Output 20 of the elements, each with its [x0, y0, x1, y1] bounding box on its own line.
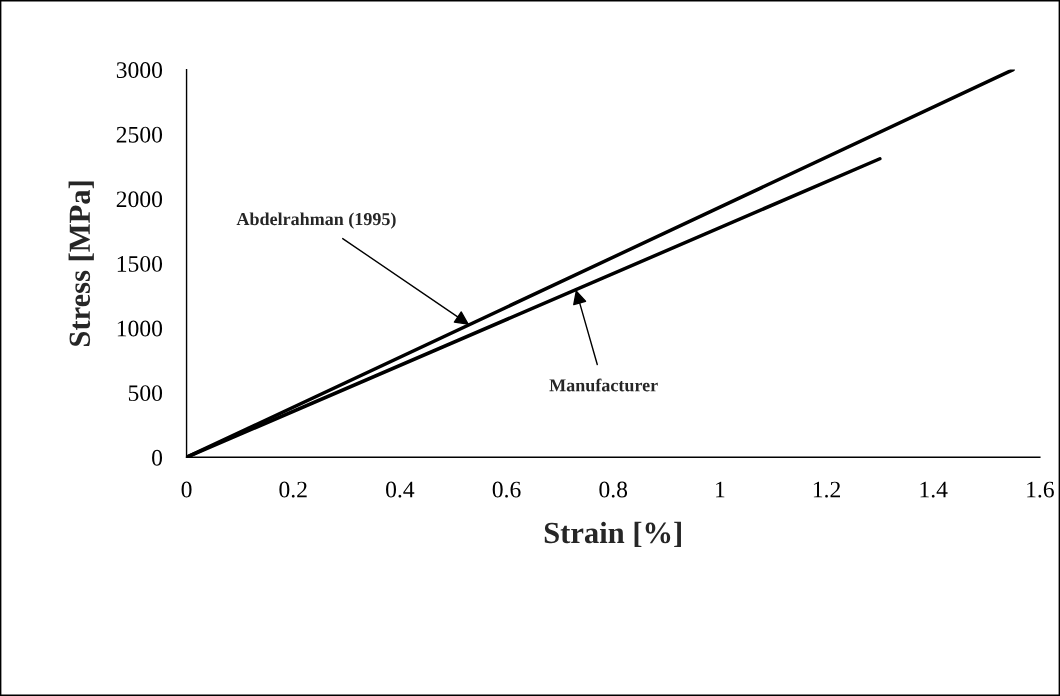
x-axis-title: Strain [%] [544, 521, 681, 548]
x-tick-label: 0.8 [599, 481, 628, 498]
y-tick-label: 1000 [117, 320, 163, 337]
annotation: Abdelrahman (1995) [236, 212, 396, 229]
x-tick-label: 1.6 [1027, 481, 1054, 498]
annotation: Manufacturer [549, 378, 658, 392]
x-tick-label: 0.4 [386, 481, 415, 498]
y-tick-label: 1500 [117, 255, 163, 272]
y-tick-label: 500 [128, 385, 163, 402]
y-tick-label: 0 [152, 449, 163, 466]
x-tick-label: 1.2 [813, 481, 840, 498]
x-tick-label: 1 [716, 481, 725, 498]
y-tick-label: 2500 [116, 126, 163, 143]
y-tick-label: 3000 [116, 62, 163, 79]
x-tick-label: 0.2 [279, 481, 307, 498]
y-tick-label: 2000 [116, 191, 163, 208]
y-axis-title: Stress [MPa] [68, 181, 94, 346]
x-tick-label: 0.6 [492, 481, 521, 498]
x-tick-label: 1.4 [920, 481, 948, 498]
x-tick-label: 0 [181, 481, 192, 498]
